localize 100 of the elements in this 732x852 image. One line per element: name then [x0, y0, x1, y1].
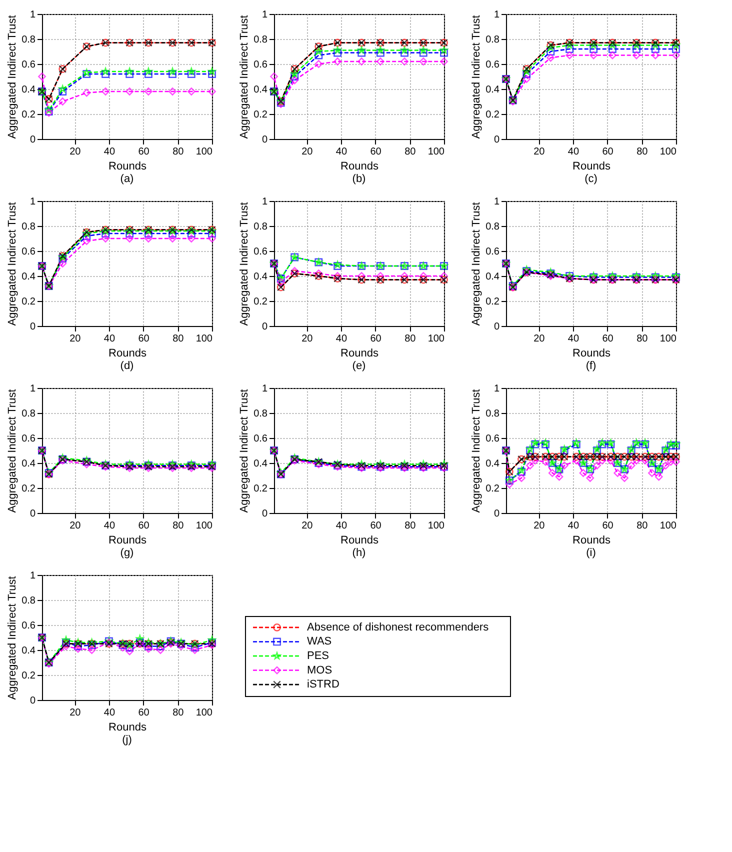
x-tick-label: 60 — [138, 520, 150, 532]
y-axis-title: Aggregated Indirect Trust — [470, 15, 483, 139]
x-tick-label: 100 — [196, 146, 213, 158]
text: (j) — [122, 734, 132, 746]
y-tick-label: 1 — [30, 384, 36, 394]
y-tick-label: 0.2 — [486, 296, 500, 308]
y-tick-label: 0 — [30, 134, 36, 146]
y-tick-label: 1 — [30, 10, 36, 20]
y-tick-label: 0.6 — [254, 60, 268, 70]
x-tick-label: 20 — [70, 146, 82, 158]
y-tick-label: 0 — [262, 322, 268, 332]
x-tick-label: 20 — [302, 334, 314, 344]
x-tick-label: 100 — [660, 334, 677, 344]
y-tick-label: 0.4 — [22, 458, 36, 470]
legend-label: PES — [307, 650, 330, 662]
y-tick-label: 0.4 — [486, 458, 500, 470]
x-axis-title: Rounds — [108, 534, 147, 546]
legend-label: WAS — [307, 636, 332, 648]
y-tick-label: 0 — [30, 508, 36, 520]
x-tick-label: 40 — [336, 146, 348, 158]
x-tick-label: 40 — [568, 520, 580, 532]
x-axis-title: Rounds — [108, 722, 147, 734]
x-tick-label: 60 — [370, 520, 382, 532]
y-tick-label: 0.6 — [254, 246, 268, 258]
y-axis-title: Aggregated Indirect Trust — [470, 202, 483, 326]
x-tick-label: 60 — [138, 146, 150, 158]
y-tick-label: 0.2 — [254, 296, 268, 308]
x-tick-label: 80 — [172, 334, 184, 344]
y-axis-title: Aggregated Indirect Trust — [6, 389, 19, 513]
y-tick-label: 0.4 — [22, 84, 36, 96]
y-tick-label: 1 — [262, 10, 268, 20]
x-axis-title: Rounds — [572, 160, 611, 172]
y-tick-label: 0 — [494, 508, 500, 520]
x-axis-title: Rounds — [340, 534, 379, 546]
y-tick-label: 0 — [494, 322, 500, 332]
x-tick-label: 40 — [104, 520, 116, 532]
y-tick-label: 1 — [30, 570, 36, 582]
y-axis-title: Aggregated Indirect Trust — [6, 202, 19, 326]
y-tick-label: 0.8 — [254, 222, 268, 232]
x-tick-label: 100 — [428, 334, 445, 344]
x-tick-label: 20 — [302, 520, 314, 532]
x-tick-label: 40 — [104, 146, 116, 158]
x-tick-label: 40 — [336, 520, 348, 532]
x-tick-label: 80 — [404, 520, 416, 532]
y-tick-label: 0.8 — [22, 596, 36, 606]
x-tick-label: 60 — [138, 708, 150, 718]
y-tick-label: 0.8 — [254, 408, 268, 420]
y-tick-label: 0.8 — [22, 408, 36, 420]
y-axis-title: Aggregated Indirect Trust — [6, 15, 19, 139]
y-tick-label: 1 — [494, 10, 500, 20]
x-tick-label: 20 — [534, 334, 546, 344]
x-axis-title: Rounds — [340, 348, 379, 360]
y-tick-label: 0.6 — [486, 246, 500, 258]
legend-label: MOS — [307, 664, 332, 676]
x-axis-title: Rounds — [108, 160, 147, 172]
y-tick-label: 0.2 — [22, 296, 36, 308]
x-tick-label: 100 — [428, 146, 445, 158]
x-tick-label: 40 — [104, 708, 116, 718]
y-tick-label: 0.2 — [22, 670, 36, 682]
y-tick-label: 1 — [494, 384, 500, 394]
x-tick-label: 20 — [302, 146, 314, 158]
x-axis-title: Rounds — [572, 534, 611, 546]
y-axis-title: Aggregated Indirect Trust — [238, 202, 251, 326]
y-tick-label: 0.4 — [254, 458, 268, 470]
x-tick-label: 20 — [534, 146, 546, 158]
y-tick-label: 1 — [494, 196, 500, 208]
text: (d) — [120, 360, 134, 372]
x-tick-label: 20 — [70, 708, 82, 718]
y-tick-label: 0.8 — [486, 222, 500, 232]
y-tick-label: 0 — [494, 134, 500, 146]
y-tick-label: 0.6 — [486, 434, 500, 444]
x-tick-label: 60 — [602, 146, 614, 158]
x-tick-label: 100 — [196, 708, 213, 718]
text: (f) — [586, 360, 596, 372]
y-tick-label: 0 — [30, 696, 36, 706]
x-tick-label: 60 — [138, 334, 150, 344]
x-tick-label: 60 — [602, 520, 614, 532]
y-tick-label: 0.6 — [254, 434, 268, 444]
y-tick-label: 0.8 — [22, 34, 36, 46]
text: (c) — [584, 173, 598, 185]
x-tick-label: 100 — [428, 520, 445, 532]
y-tick-label: 0 — [262, 508, 268, 520]
x-tick-label: 80 — [636, 146, 648, 158]
x-tick-label: 20 — [70, 520, 82, 532]
y-tick-label: 0.2 — [486, 484, 500, 494]
legend-label: iSTRD — [307, 678, 340, 691]
y-tick-label: 0.8 — [254, 34, 268, 46]
y-tick-label: 0.4 — [486, 272, 500, 282]
y-axis-title: Aggregated Indirect Trust — [470, 389, 483, 513]
x-axis-title: Rounds — [340, 160, 379, 172]
y-tick-label: 0.6 — [22, 434, 36, 444]
x-tick-label: 100 — [196, 520, 213, 532]
y-tick-label: 0.4 — [486, 84, 500, 96]
x-tick-label: 80 — [172, 146, 184, 158]
y-tick-label: 0.4 — [22, 272, 36, 282]
text: (g) — [120, 547, 134, 559]
x-tick-label: 20 — [70, 334, 82, 344]
y-tick-label: 0.2 — [254, 110, 268, 120]
y-tick-label: 1 — [262, 196, 268, 208]
y-tick-label: 0.6 — [486, 60, 500, 70]
